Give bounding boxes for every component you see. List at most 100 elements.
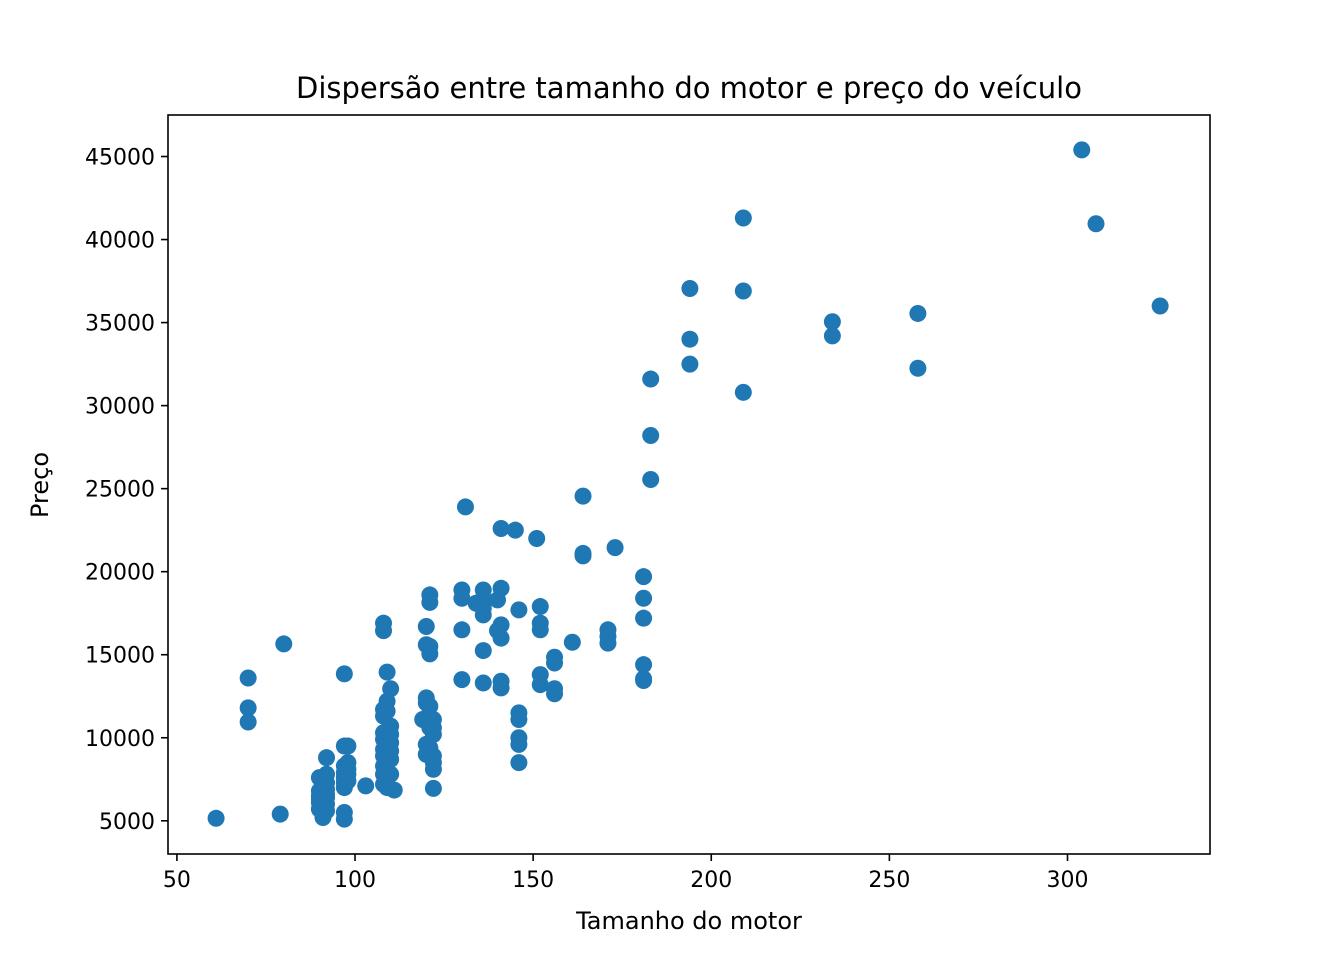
- data-point: [528, 529, 546, 547]
- data-point: [421, 593, 439, 611]
- data-point: [681, 280, 699, 298]
- data-point: [417, 617, 435, 635]
- data-point: [642, 471, 660, 489]
- data-point: [635, 609, 653, 627]
- data-point: [357, 777, 375, 795]
- data-point: [456, 498, 474, 516]
- y-axis-ticks: 5000 10000 15000 20000 25000 30000 35000 40000 4…: [85, 146, 168, 835]
- data-point: [378, 663, 396, 681]
- data-point: [207, 809, 225, 827]
- data-point: [510, 710, 528, 728]
- data-point: [642, 427, 660, 445]
- data-point: [510, 601, 528, 619]
- data-point: [382, 765, 400, 783]
- data-point: [681, 330, 699, 348]
- data-point: [421, 697, 439, 715]
- data-point: [382, 680, 400, 698]
- y-tick-label: 35000: [85, 312, 155, 337]
- data-point: [424, 760, 442, 778]
- data-point: [453, 621, 471, 639]
- data-point: [474, 606, 492, 624]
- data-point: [335, 665, 353, 683]
- data-point: [492, 520, 510, 538]
- plot-frame: [167, 114, 1211, 855]
- chart-title: Dispersão entre tamanho do motor e preço…: [296, 71, 1082, 105]
- data-point: [635, 656, 653, 674]
- data-point: [563, 633, 581, 651]
- data-point: [734, 209, 752, 227]
- data-point: [1151, 297, 1169, 315]
- y-tick-label: 25000: [85, 478, 155, 503]
- y-tick-label: 20000: [85, 561, 155, 586]
- data-point: [823, 327, 841, 345]
- data-point: [318, 749, 336, 767]
- y-tick-label: 30000: [85, 395, 155, 420]
- x-tick-label: 100: [334, 868, 376, 893]
- data-point: [599, 634, 617, 652]
- data-point: [574, 547, 592, 565]
- data-point: [546, 685, 564, 703]
- y-tick-label: 10000: [85, 727, 155, 752]
- x-tick-label: 200: [690, 868, 732, 893]
- y-tick-label: 5000: [99, 810, 155, 835]
- y-tick-label: 15000: [85, 644, 155, 669]
- data-point: [424, 779, 442, 797]
- plot-area: [167, 114, 1211, 855]
- x-tick-label: 50: [163, 868, 191, 893]
- data-point: [531, 621, 549, 639]
- data-point: [606, 539, 624, 557]
- data-point: [531, 598, 549, 616]
- x-tick-label: 250: [868, 868, 910, 893]
- y-tick-label: 45000: [85, 146, 155, 171]
- data-point: [492, 629, 510, 647]
- data-point: [339, 737, 357, 755]
- data-point: [734, 383, 752, 401]
- data-point: [510, 735, 528, 753]
- data-point: [635, 671, 653, 689]
- y-tick-label: 40000: [85, 229, 155, 254]
- data-point: [378, 702, 396, 720]
- x-tick-label: 150: [512, 868, 554, 893]
- data-point: [239, 699, 257, 717]
- data-point: [574, 487, 592, 505]
- data-point: [492, 616, 510, 634]
- data-point: [635, 589, 653, 607]
- data-point: [474, 642, 492, 660]
- data-point: [239, 669, 257, 687]
- data-point: [635, 568, 653, 586]
- data-point: [339, 772, 357, 790]
- data-point: [1087, 215, 1105, 233]
- data-points: [207, 141, 1169, 828]
- data-point: [421, 645, 439, 663]
- data-point: [909, 304, 927, 322]
- data-point: [492, 579, 510, 597]
- x-axis-label: Tamanho do motor: [575, 907, 802, 935]
- data-point: [734, 282, 752, 300]
- data-point: [510, 754, 528, 772]
- data-point: [823, 313, 841, 331]
- data-point: [453, 671, 471, 689]
- y-axis-label: Preço: [26, 452, 54, 518]
- data-point: [474, 674, 492, 692]
- x-axis-ticks: 50 100 150 200 250 300: [163, 854, 1089, 893]
- data-point: [506, 521, 524, 539]
- x-tick-label: 300: [1047, 868, 1089, 893]
- data-point: [239, 713, 257, 731]
- data-point: [546, 654, 564, 672]
- data-point: [681, 355, 699, 373]
- data-point: [642, 370, 660, 388]
- data-point: [531, 676, 549, 694]
- data-point: [382, 750, 400, 768]
- data-point: [385, 781, 403, 799]
- data-point: [271, 805, 289, 823]
- data-point: [453, 589, 471, 607]
- data-point: [375, 622, 393, 640]
- data-point: [909, 359, 927, 377]
- data-point: [275, 635, 293, 653]
- data-point: [424, 725, 442, 743]
- data-point: [335, 810, 353, 828]
- data-point: [318, 802, 336, 820]
- data-point: [1073, 141, 1091, 159]
